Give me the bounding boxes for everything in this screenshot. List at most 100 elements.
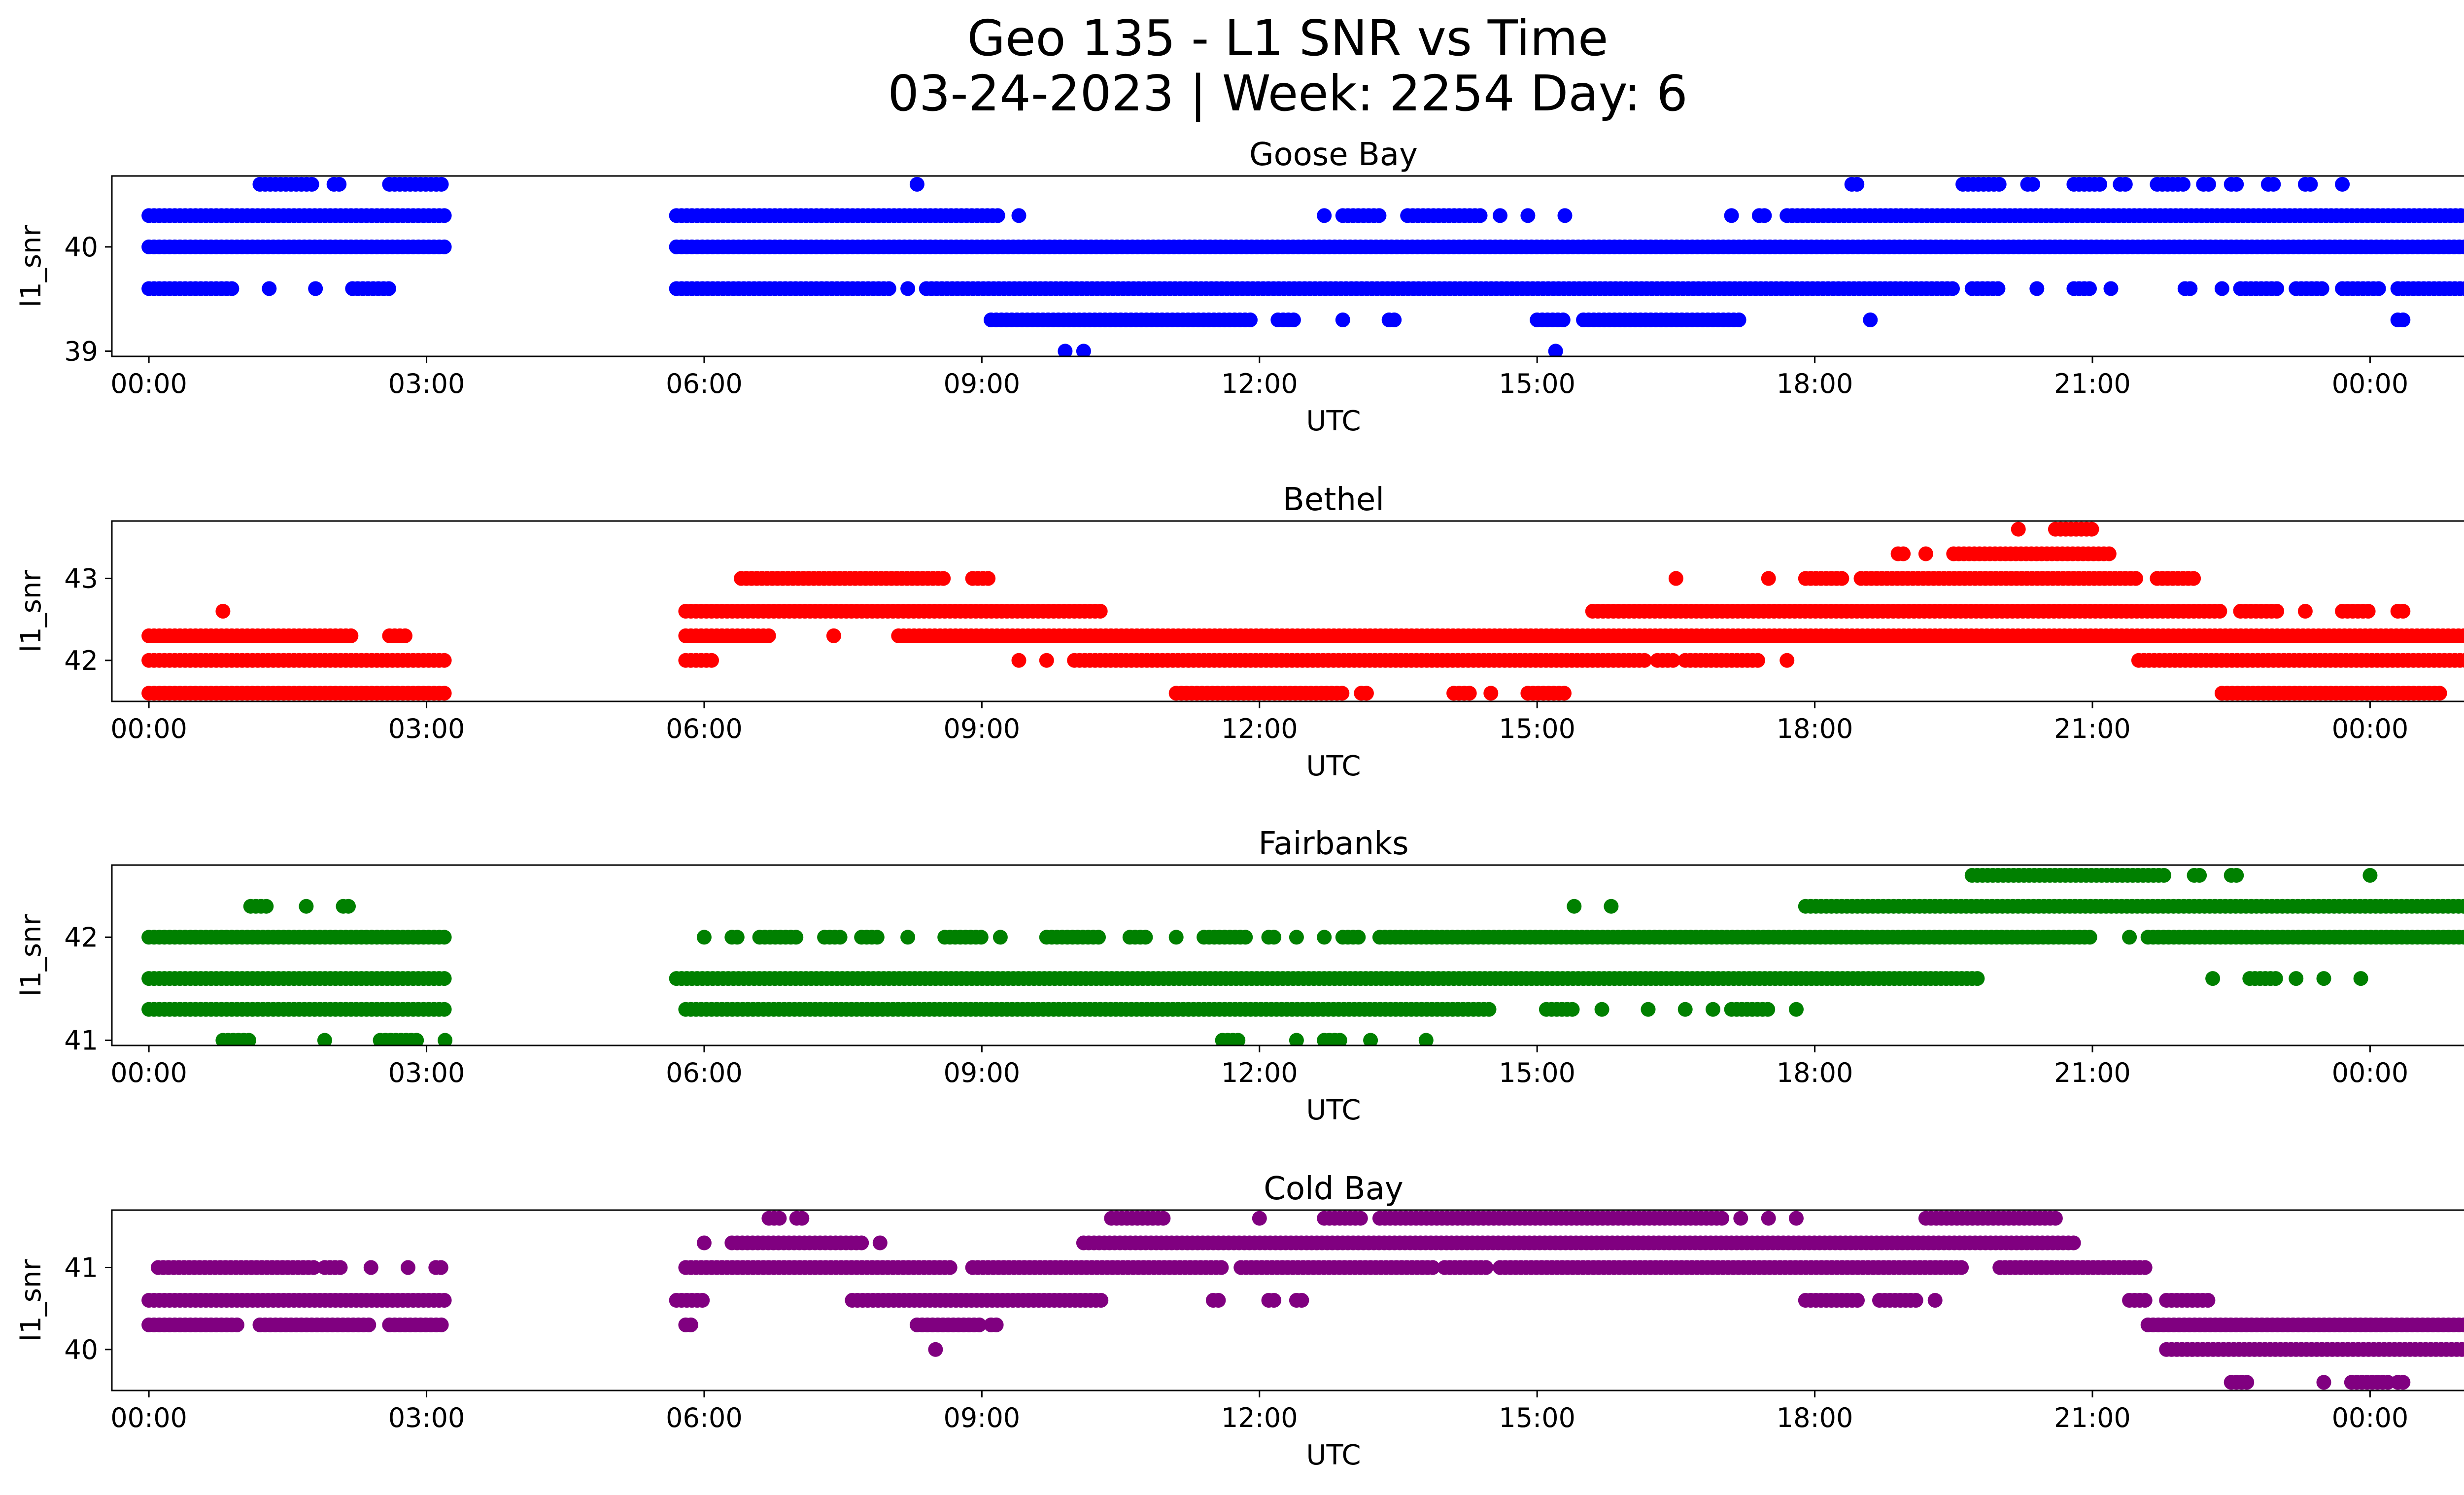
data-point: [2137, 1260, 2153, 1275]
x-tick-label: 09:00: [944, 1402, 1021, 1433]
data-point: [2011, 522, 2026, 537]
x-tick-label: 18:00: [1777, 1402, 1853, 1433]
data-point: [363, 1260, 378, 1275]
data-point: [2462, 932, 2464, 942]
data-point: [826, 628, 841, 643]
data-point: [2458, 653, 2464, 668]
x-tick-label: 18:00: [1777, 1057, 1853, 1088]
data-point: [2460, 1343, 2464, 1356]
data-point: [1462, 686, 1477, 701]
x-tick-label: 00:00: [110, 1402, 187, 1433]
data-point: [1093, 604, 1108, 619]
data-point: [317, 1033, 332, 1045]
x-tick-label: 09:00: [944, 1057, 1021, 1088]
x-tick-label: 03:00: [388, 368, 465, 399]
data-point: [1266, 930, 1282, 945]
data-point: [2268, 971, 2283, 986]
data-point: [2101, 546, 2117, 561]
data-point: [2025, 176, 2040, 192]
data-point: [433, 1260, 448, 1275]
data-point: [1761, 1211, 1776, 1226]
data-point: [2362, 868, 2378, 883]
data-point: [381, 281, 396, 296]
x-tick-label: 00:00: [110, 368, 187, 399]
data-point: [2316, 971, 2331, 986]
data-point: [2297, 604, 2313, 619]
subplot-3: Cold Bay 00:00 03:00 06:00 09:00 12:00 15:00 18…: [15, 1171, 2464, 1471]
subplot-title: Bethel: [1283, 482, 1384, 518]
data-point: [2303, 176, 2318, 192]
data-point: [1076, 344, 1091, 356]
data-point: [1168, 930, 1184, 945]
data-point: [1604, 899, 1619, 914]
data-point: [1665, 653, 1680, 668]
data-point: [1252, 1211, 1267, 1226]
data-point: [2456, 899, 2464, 914]
x-axis-label: UTC: [1306, 1439, 1361, 1471]
data-point: [2457, 239, 2464, 254]
data-point: [306, 1260, 321, 1275]
data-point: [1637, 653, 1652, 668]
x-tick-label: 15:00: [1499, 1057, 1575, 1088]
data-point: [1908, 1293, 1923, 1308]
data-point: [1483, 686, 1499, 701]
data-point: [2353, 971, 2368, 986]
data-point: [2458, 281, 2464, 296]
subplot-title: Fairbanks: [1258, 826, 1408, 862]
data-point: [2266, 176, 2281, 192]
data-point: [1990, 281, 2006, 296]
data-point: [1335, 686, 1350, 701]
data-point: [761, 628, 776, 643]
data-point: [241, 1033, 256, 1045]
data-point: [343, 628, 359, 643]
data-point: [2269, 604, 2285, 619]
data-point: [936, 571, 951, 586]
x-tick-label: 06:00: [666, 1402, 743, 1433]
y-tick-label: 40: [64, 1334, 98, 1365]
data-point: [695, 1293, 710, 1308]
data-point: [308, 281, 323, 296]
data-point: [1896, 546, 1911, 561]
data-point: [437, 1002, 452, 1017]
data-point: [909, 176, 924, 192]
subplot-1: Bethel 00:00 03:00 06:00 09:00 12:00 15:00 18:0…: [15, 482, 2464, 782]
data-point: [869, 930, 885, 945]
data-point: [2186, 571, 2201, 586]
axes-frame: [111, 864, 2464, 1046]
y-tick-label: 42: [64, 645, 98, 676]
data-point: [1425, 1260, 1440, 1275]
x-tick-label: 21:00: [2054, 1402, 2131, 1433]
x-axis-label: UTC: [1306, 750, 1361, 782]
x-axis-label: UTC: [1306, 405, 1361, 437]
y-tick-label: 43: [64, 563, 98, 594]
data-point: [1317, 208, 1332, 223]
x-tick-label: 03:00: [388, 1057, 465, 1088]
x-tick-label: 00:00: [2332, 368, 2409, 399]
data-point: [2082, 281, 2097, 296]
data-point: [1731, 313, 1746, 327]
subplot-2: Fairbanks 00:00 03:00 06:00 09:00 12:00 15:00 1…: [15, 826, 2464, 1126]
data-point: [992, 930, 1008, 945]
data-point: [854, 1235, 869, 1251]
x-tick-label: 21:00: [2054, 713, 2131, 744]
data-point: [2462, 242, 2464, 252]
data-point: [1918, 546, 1933, 561]
data-point: [1231, 1033, 1246, 1045]
data-point: [2316, 1375, 2331, 1390]
data-point: [2048, 1211, 2063, 1226]
data-point: [1706, 1002, 1720, 1017]
data-point: [1834, 571, 1849, 586]
data-point: [1371, 208, 1387, 223]
data-point: [2183, 281, 2198, 296]
data-point: [2092, 176, 2107, 192]
data-point: [1750, 653, 1765, 668]
data-point: [2201, 176, 2216, 192]
data-point: [2361, 604, 2376, 619]
x-tick-label: 15:00: [1499, 713, 1575, 744]
y-axis-label: l1_snr: [15, 570, 47, 653]
data-point: [772, 1211, 787, 1226]
data-point: [304, 176, 319, 192]
data-point: [229, 1317, 244, 1332]
data-point: [981, 571, 996, 586]
data-point: [341, 899, 356, 914]
